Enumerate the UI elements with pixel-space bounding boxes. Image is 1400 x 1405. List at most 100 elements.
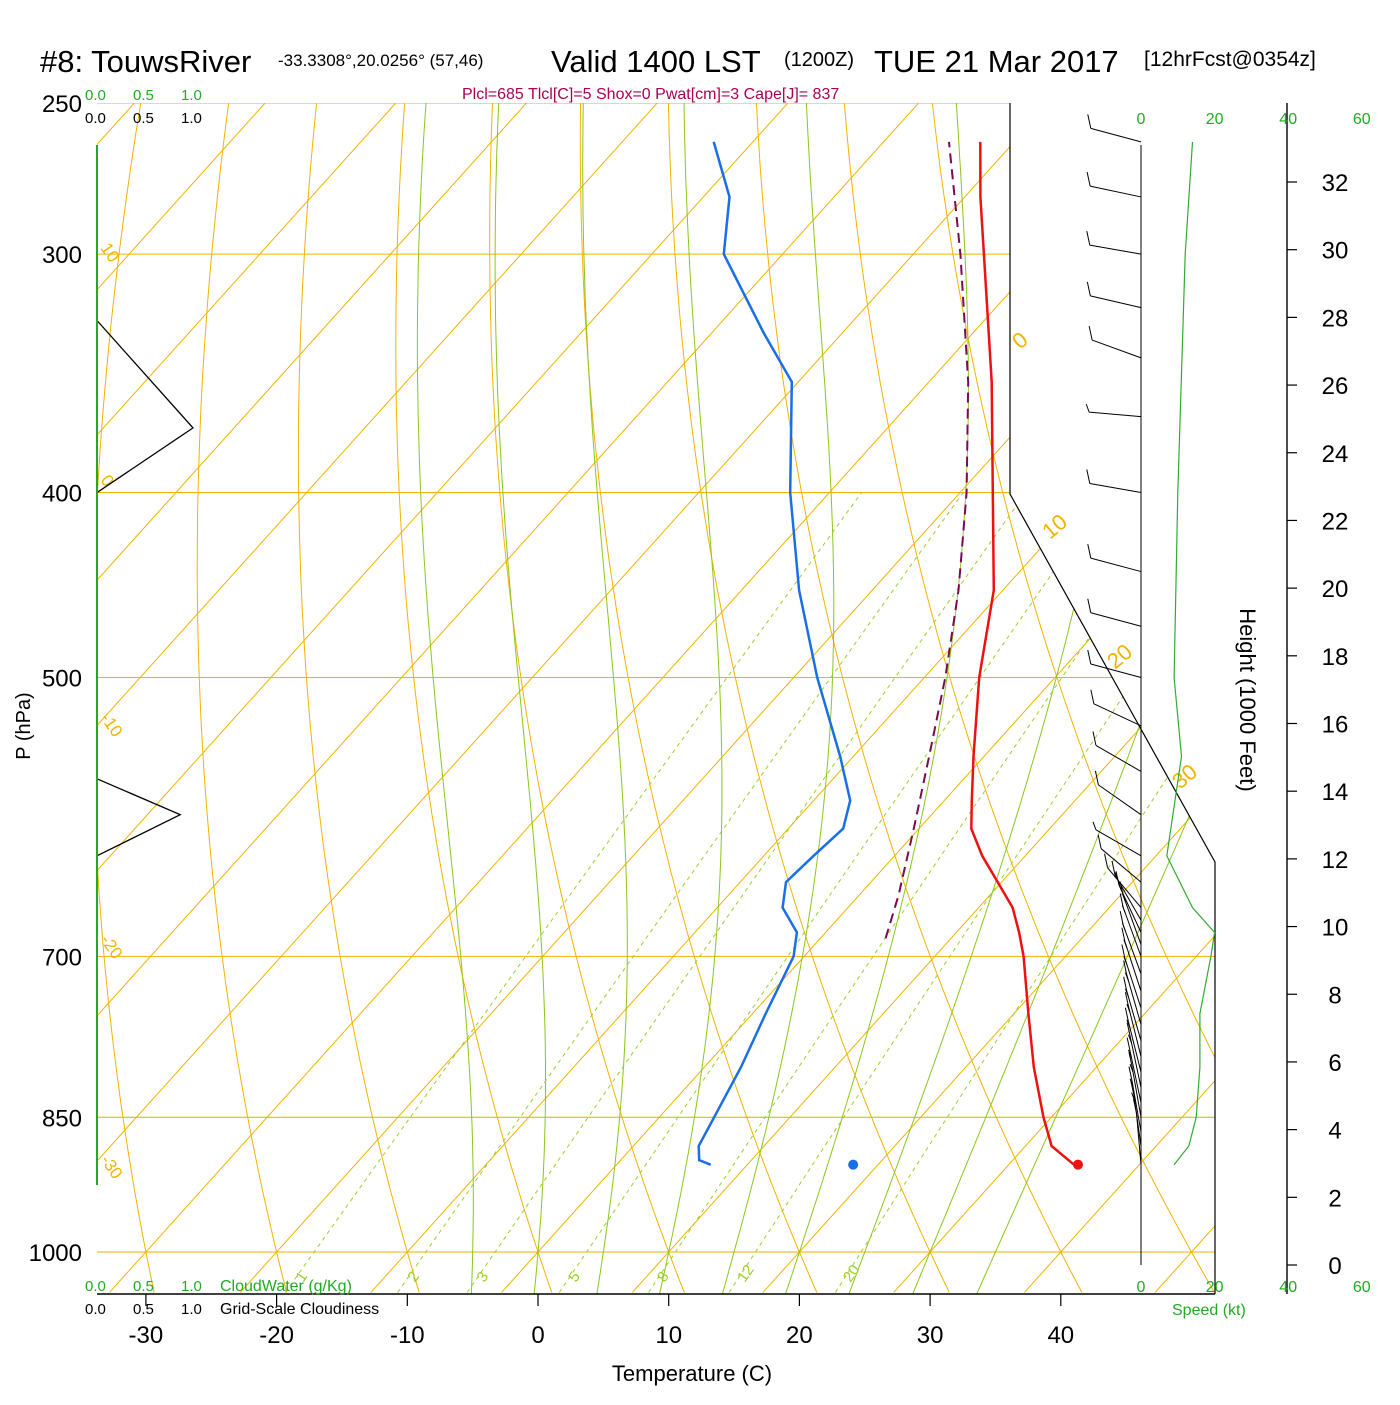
cloudwater-tick-top-0: 0.0	[85, 87, 106, 104]
x-axis-title: Temperature (C)	[612, 1361, 772, 1386]
cloudwater-label: CloudWater (g/Kg)	[220, 1278, 352, 1295]
wind-barb	[1087, 231, 1141, 254]
cloud-fraction-line	[97, 779, 180, 856]
speed-tick-bottom: 40	[1279, 1279, 1297, 1296]
parcel-trace	[886, 142, 969, 939]
forecast-info: [12hrFcst@0354z]	[1144, 48, 1316, 71]
station-title: #8: TouwsRiver	[40, 44, 251, 79]
wind-barb	[1124, 977, 1141, 1041]
x-tick-label: 30	[917, 1322, 944, 1349]
moist-adiabat	[495, 69, 545, 1252]
wind-barb	[1087, 172, 1141, 197]
mixing-ratio-line	[285, 493, 861, 1293]
height-tick-label: 16	[1322, 712, 1349, 739]
dry-adiabat	[396, 69, 552, 1292]
moist-adiabat	[783, 1252, 799, 1300]
isotherm	[0, 69, 165, 1292]
wind-barb	[1088, 544, 1141, 571]
temperature-profile	[971, 142, 1074, 1165]
cloudiness-tick-top-1: 0.5	[133, 110, 154, 127]
mixing-ratio-line	[467, 493, 1026, 1293]
moist-adiabat	[583, 69, 628, 1252]
isotherm-label: -10	[97, 709, 127, 740]
y-axis-title: P (hPa)	[13, 692, 35, 759]
x-tick-label: -10	[390, 1322, 425, 1349]
isotherm	[0, 69, 34, 1292]
cloudwater-tick-bottom-0: 0.0	[85, 1278, 106, 1295]
mixing-ratio-line	[729, 493, 1260, 1293]
wind-barb	[1091, 690, 1141, 726]
wind-barb	[1087, 282, 1141, 308]
speed-tick-bottom: 60	[1353, 1279, 1371, 1296]
cloudwater-tick-bottom-1: 0.5	[133, 1278, 154, 1295]
mixing-ratio-line	[835, 493, 1355, 1293]
wind-barb	[1095, 771, 1141, 815]
moist-adiabat	[910, 1252, 930, 1300]
wind-barb	[1093, 731, 1141, 771]
mixing-ratio-label: 5	[565, 1269, 584, 1286]
moist-adiabat	[974, 1252, 996, 1300]
speed-tick-top: 40	[1279, 111, 1297, 128]
stability-indices: Plcl=685 Tlcl[C]=5 Shox=0 Pwat[cm]=3 Cap…	[462, 86, 839, 103]
x-tick-label: 0	[531, 1322, 544, 1349]
moist-adiabat	[417, 69, 473, 1252]
height-tick-label: 12	[1322, 847, 1349, 874]
cloudiness-tick-bottom-1: 0.5	[133, 1301, 154, 1318]
station-coords: -33.3308°,20.0256° (57,46)	[278, 51, 483, 70]
wind-barb	[1098, 835, 1141, 882]
height-tick-label: 30	[1322, 238, 1349, 265]
cloudiness-tick-bottom-2: 1.0	[181, 1301, 202, 1318]
speed-tick-top: 60	[1353, 111, 1371, 128]
height-tick-label: 28	[1322, 305, 1349, 332]
height-tick-label: 20	[1322, 576, 1349, 603]
height-tick-label: 14	[1322, 779, 1349, 806]
dry-adiabat	[929, 69, 1347, 1292]
dry-adiabat	[1190, 69, 1400, 1292]
height-tick-label: 6	[1328, 1050, 1341, 1077]
isotherm	[0, 69, 949, 1292]
surface-temperature-dot	[1073, 1160, 1083, 1170]
dry-adiabat	[197, 69, 286, 1292]
height-tick-label: 24	[1322, 441, 1349, 468]
pressure-tick-label: 250	[42, 91, 82, 118]
mixing-ratio-line	[649, 493, 1189, 1293]
wind-barb	[1124, 961, 1141, 1025]
moist-adiabat	[721, 1252, 734, 1300]
isotherm-label: 0	[1007, 327, 1032, 354]
wind-barb	[1093, 822, 1141, 856]
height-tick-label: 4	[1328, 1118, 1341, 1145]
isotherm	[110, 69, 1211, 1292]
isotherm-label: 10	[97, 239, 123, 265]
speed-tick-bottom: 20	[1206, 1279, 1224, 1296]
cloudiness-tick-top-0: 0.0	[85, 110, 106, 127]
height-tick-label: 2	[1328, 1185, 1341, 1212]
x-tick-label: 40	[1047, 1322, 1074, 1349]
moist-adiabat	[734, 69, 834, 1252]
height-tick-label: 18	[1322, 644, 1349, 671]
cloudiness-tick-top-2: 1.0	[181, 110, 202, 127]
height-tick-label: 32	[1322, 170, 1349, 197]
cloudwater-tick-top-2: 1.0	[181, 87, 202, 104]
wind-barb	[1086, 404, 1141, 417]
moist-adiabat	[865, 69, 1134, 1252]
x-tick-label: 10	[655, 1322, 682, 1349]
wind-barb	[1122, 945, 1141, 1008]
moist-adiabat	[534, 1252, 539, 1300]
speed-tick-top: 20	[1206, 111, 1224, 128]
x-tick-label: -20	[259, 1322, 294, 1349]
isotherm	[632, 69, 1400, 1292]
dry-adiabat	[1364, 69, 1400, 1292]
isotherm	[0, 69, 557, 1292]
wind-barb	[1089, 326, 1141, 358]
valid-date: TUE 21 Mar 2017	[874, 44, 1119, 79]
wind-barb	[1087, 470, 1141, 493]
pressure-tick-label: 300	[42, 242, 82, 269]
height-tick-label: 0	[1328, 1253, 1341, 1280]
speed-tick-bottom: 0	[1137, 1279, 1146, 1296]
mixing-ratio-line	[398, 493, 964, 1293]
mixing-ratio-label: 2	[404, 1269, 423, 1286]
